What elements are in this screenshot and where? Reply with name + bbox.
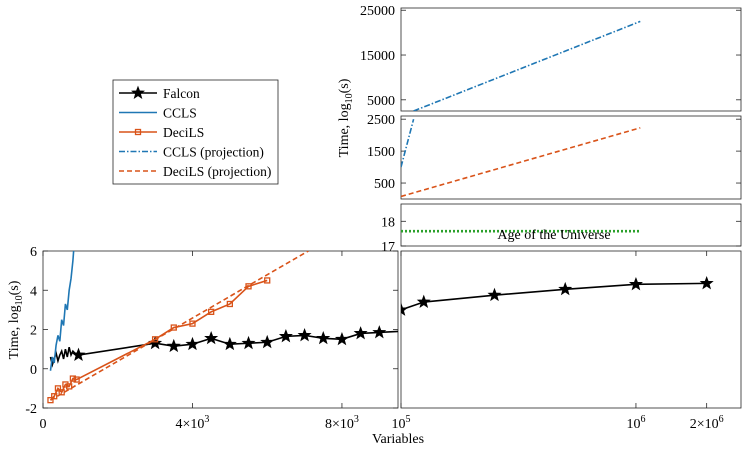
legend-item-decils-projection-: DeciLS (projection) <box>119 164 271 179</box>
y-tick-label: 4 <box>30 284 37 299</box>
falcon-marker <box>372 325 387 339</box>
legend-item-falcon: Falcon <box>119 85 200 101</box>
y-tick-label: 18 <box>381 215 395 230</box>
falcon-marker <box>628 277 643 291</box>
falcon-marker <box>241 335 256 350</box>
x-axis-label: Variables <box>372 432 424 447</box>
falcon-marker <box>71 347 86 361</box>
y-tick-label: 0 <box>30 363 37 378</box>
decils-marker <box>58 389 65 396</box>
falcon-marker <box>278 329 293 343</box>
plot-area-mid-break <box>401 118 641 198</box>
panel-mid-break: 500 1500 2500 <box>367 113 742 200</box>
legend: Falcon CCLS DeciLS CCLS (projection) DeciLS … <box>112 79 279 185</box>
falcon-marker <box>297 328 312 342</box>
plot-area-bottom-left <box>47 251 398 404</box>
legend-label: CCLS (projection) <box>163 145 264 160</box>
x-tick-label: 4×103 <box>176 414 210 432</box>
falcon-marker <box>487 287 502 302</box>
decils-marker <box>73 376 80 383</box>
falcon-marker <box>166 338 181 353</box>
falcon-marker <box>334 331 349 346</box>
y-tick-label: 2 <box>30 324 37 339</box>
falcon-marker <box>316 330 331 345</box>
plot-area-top <box>413 20 641 111</box>
y-tick-label: 6 <box>30 245 37 260</box>
legend-label: CCLS <box>163 106 197 121</box>
series-line-falcon <box>49 330 398 368</box>
decils-marker <box>189 320 196 327</box>
series-line-decils <box>49 279 268 401</box>
series-line-decils-projection- <box>50 251 309 401</box>
axes-box-top <box>400 7 742 112</box>
decils-marker <box>264 277 271 284</box>
falcon-marker <box>353 326 368 340</box>
y-tick-label: 15000 <box>360 49 395 64</box>
falcon-marker <box>699 276 714 290</box>
y-tick-label: -2 <box>25 402 37 417</box>
decils-marker <box>47 396 54 404</box>
decils-marker <box>66 383 73 390</box>
plot-area-bottom-right <box>401 276 714 316</box>
legend-label: DeciLS (projection) <box>163 164 271 179</box>
axes-box-bottom-right <box>400 250 742 409</box>
axes-box-top-break <box>400 203 742 247</box>
y-axis-label-right: Time, log10(s) <box>337 78 355 157</box>
decils-marker <box>226 300 233 308</box>
y-tick-label: 500 <box>374 177 395 192</box>
decils-marker <box>54 385 62 392</box>
legend-item-ccls-projection-: CCLS (projection) <box>119 145 264 160</box>
y-tick-label: 2500 <box>367 113 395 128</box>
age-of-universe-annotation: Age of the Universe <box>497 228 610 243</box>
legend-label: DeciLS <box>163 125 204 140</box>
falcon-marker <box>416 294 431 308</box>
legend-label: Falcon <box>163 86 200 101</box>
falcon-marker <box>222 336 237 351</box>
falcon-marker <box>260 334 275 349</box>
axes-box-bottom-left <box>42 250 399 409</box>
legend-star-icon <box>131 85 145 99</box>
y-tick-label: 17 <box>381 240 395 255</box>
decils-marker <box>208 308 215 315</box>
y-axis-label-left: Time, log10(s) <box>7 280 25 359</box>
series-line-ccls <box>49 251 75 371</box>
falcon-marker <box>401 302 408 316</box>
x-tick-label: 2×106 <box>690 414 724 432</box>
decils-marker <box>151 336 159 343</box>
axes-box-mid-break <box>400 115 742 200</box>
x-tick-label: 106 <box>626 414 645 432</box>
series-line-falcon <box>401 282 707 311</box>
x-tick-label: 105 <box>392 414 411 432</box>
falcon-marker <box>204 330 219 345</box>
legend-item-decils: DeciLS <box>119 125 204 140</box>
x-tick-label: 8×103 <box>325 414 359 432</box>
panel-top: 5000 15000 25000 <box>360 4 742 112</box>
legend-square-icon <box>134 128 142 136</box>
legend-item-ccls: CCLS <box>119 106 197 121</box>
series-line-ccls-projection- <box>401 118 415 168</box>
falcon-marker <box>558 281 573 296</box>
y-tick-label: 5000 <box>367 94 395 109</box>
y-tick-label: 25000 <box>360 4 395 19</box>
falcon-marker <box>185 336 200 351</box>
decils-marker <box>69 375 77 382</box>
panel-top-break: 17 18 Age of the Universe <box>381 203 742 255</box>
panel-bottom-right: 105 106 2×106 <box>392 250 742 432</box>
y-tick-label: 1500 <box>367 145 395 160</box>
series-line-decils-projection- <box>401 127 641 198</box>
x-tick-label: 0 <box>40 417 47 432</box>
series-line-ccls-projection- <box>413 20 641 111</box>
